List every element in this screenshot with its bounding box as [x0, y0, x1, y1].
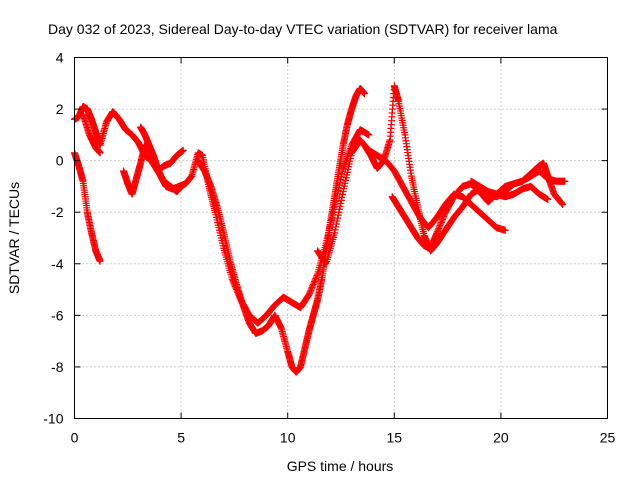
data-point: [307, 285, 315, 293]
satellite-track-6: [194, 84, 368, 376]
data-point: [311, 276, 319, 284]
data-point: [332, 223, 340, 231]
y-tick-label: -4: [51, 256, 64, 272]
x-tick-label: 0: [71, 430, 79, 446]
data-point: [331, 226, 339, 234]
data-point: [544, 195, 552, 203]
x-axis-label: GPS time / hours: [287, 458, 394, 474]
data-point: [309, 280, 317, 288]
data-point: [335, 205, 343, 213]
data-point: [360, 90, 368, 98]
data-point: [334, 211, 342, 219]
data-point: [179, 146, 187, 154]
data-point: [336, 202, 344, 210]
plot-frame: [74, 57, 608, 419]
data-point: [339, 164, 347, 172]
data-point: [332, 220, 340, 228]
data-point: [438, 216, 446, 224]
x-tick-labels: 0 5 10 15 20 25: [71, 430, 616, 446]
y-tick-label: -6: [51, 307, 64, 323]
data-point: [559, 200, 567, 208]
chart-title: Day 032 of 2023, Sidereal Day-to-day VTE…: [48, 21, 558, 37]
data-point: [439, 214, 447, 222]
data-point: [433, 229, 441, 237]
data-point: [337, 196, 345, 204]
data-point: [334, 214, 342, 222]
data-point: [435, 223, 443, 231]
data-point: [307, 286, 315, 294]
data-point: [440, 211, 448, 219]
x-tick-label: 20: [493, 430, 509, 446]
data-point: [308, 283, 316, 291]
data-point: [306, 288, 314, 296]
data-point: [309, 282, 317, 290]
y-tick-label: 2: [56, 101, 64, 117]
data-point: [558, 199, 566, 207]
data-point: [338, 193, 346, 201]
axis-ticks: [74, 57, 608, 419]
satellite-track-10: [467, 177, 552, 203]
data-point: [561, 177, 569, 185]
data-point: [434, 227, 442, 235]
data-point: [440, 213, 448, 221]
data-point: [501, 226, 509, 234]
data-point: [305, 291, 313, 299]
data-point: [365, 131, 373, 139]
data-point: [434, 226, 442, 234]
data-point: [335, 208, 343, 216]
x-tick-label: 10: [280, 430, 296, 446]
data-point: [96, 257, 104, 265]
data-point: [339, 191, 347, 199]
data-series: [71, 82, 569, 376]
y-tick-label: -10: [43, 411, 63, 427]
data-point: [343, 153, 351, 161]
data-point: [437, 219, 445, 227]
y-tick-label: -2: [51, 204, 64, 220]
data-point: [312, 275, 320, 283]
data-point: [96, 149, 104, 157]
y-tick-label: -8: [51, 359, 64, 375]
data-point: [306, 289, 314, 297]
x-tick-label: 25: [600, 430, 616, 446]
satellite-track-3: [79, 110, 104, 157]
x-tick-label: 5: [177, 430, 185, 446]
y-axis-label: SDTVAR / TECUs: [6, 182, 22, 294]
x-tick-label: 15: [387, 430, 403, 446]
y-tick-labels: -10 -8 -6 -4 -2 0 2 4: [43, 50, 63, 427]
data-point: [438, 217, 446, 225]
data-point: [436, 221, 444, 229]
satellite-track-1: [71, 149, 104, 265]
data-point: [311, 277, 319, 285]
data-point: [337, 199, 345, 207]
y-tick-label: 4: [56, 50, 64, 66]
data-point: [331, 229, 339, 237]
data-point: [437, 220, 445, 228]
data-point: [435, 224, 443, 232]
data-point: [333, 217, 341, 225]
grid-lines: [74, 57, 608, 419]
y-tick-label: 0: [56, 153, 64, 169]
data-point: [310, 279, 318, 287]
data-point: [558, 200, 566, 208]
